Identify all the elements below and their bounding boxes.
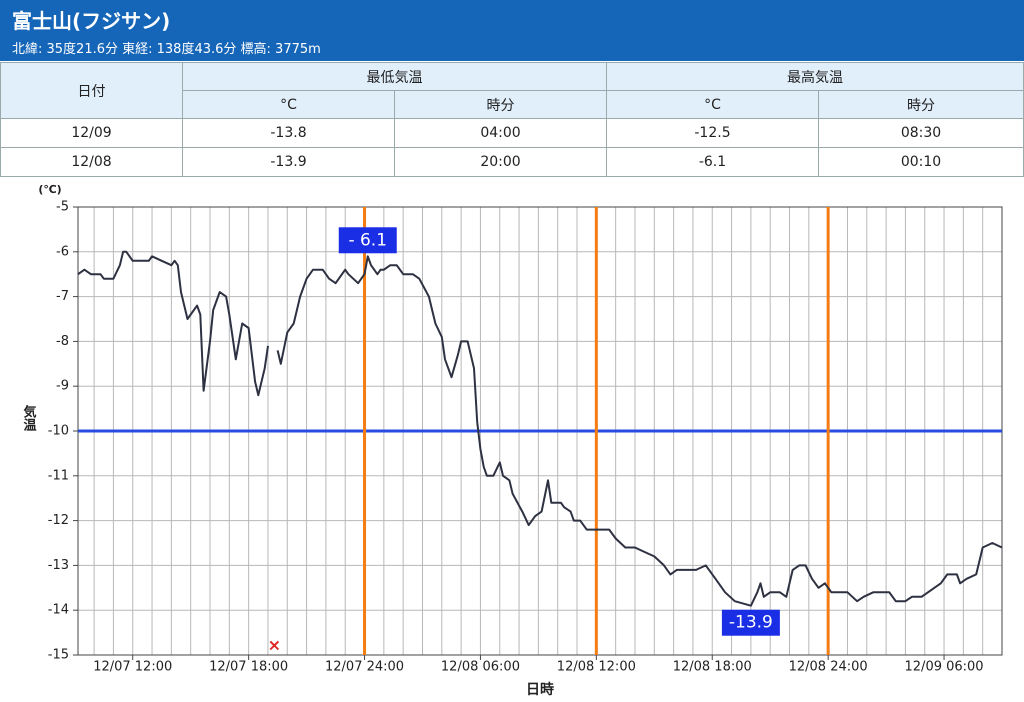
y-tick-label: -14 <box>48 603 69 618</box>
header-cell: 最高気温 <box>606 62 1024 91</box>
x-tick-label: 12/07 12:00 <box>93 660 172 675</box>
table-cell: 12/08 <box>0 147 183 177</box>
table-cell: 04:00 <box>394 118 607 148</box>
table-cell: -12.5 <box>606 118 819 148</box>
table-row: 12/08 -13.9 20:00 -6.1 00:10 <box>0 147 1024 177</box>
header-cell: 時分 <box>394 90 607 119</box>
table-cell: 00:10 <box>818 147 1024 177</box>
y-tick-label: -6 <box>56 244 69 259</box>
x-tick-label: 12/08 12:00 <box>557 660 636 675</box>
table-cell: -6.1 <box>606 147 819 177</box>
y-tick-label: -7 <box>56 289 69 304</box>
table-cell: 12/09 <box>0 118 183 148</box>
annotation-box <box>721 609 780 636</box>
x-tick-label: 12/09 06:00 <box>905 660 984 675</box>
header-cell: 時分 <box>818 90 1024 119</box>
y-tick-label: -5 <box>56 200 69 215</box>
y-tick-label: -11 <box>48 468 69 483</box>
y-tick-label: -8 <box>56 334 69 349</box>
y-tick-label: -15 <box>48 648 69 663</box>
table-row: 12/09 -13.8 04:00 -12.5 08:30 <box>0 118 1024 148</box>
x-tick-label: 12/08 06:00 <box>441 660 520 675</box>
x-axis-label: 日時 <box>526 681 554 698</box>
x-tick-label: 12/08 18:00 <box>673 660 752 675</box>
y-unit: (℃) <box>38 183 61 196</box>
header-cell: °C <box>182 90 395 119</box>
annotation: - 6.1 <box>348 230 387 250</box>
y-tick-label: -9 <box>56 379 69 394</box>
header: 富士山(フジサン) 北緯: 35度21.6分 東経: 138度43.6分 標高:… <box>0 0 1024 61</box>
annotation-box <box>338 227 397 254</box>
x-tick-label: 12/08 24:00 <box>789 660 868 675</box>
table-cell: -13.8 <box>182 118 395 148</box>
y-tick-label: -10 <box>48 424 69 439</box>
missing-marker: × <box>268 636 281 655</box>
y-tick-label: -13 <box>48 558 69 573</box>
annotation: -13.9 <box>729 613 773 633</box>
header-cell: 日付 <box>0 62 183 119</box>
table-cell: 20:00 <box>394 147 607 177</box>
x-tick-label: 12/07 18:00 <box>209 660 288 675</box>
subtitle: 北緯: 35度21.6分 東経: 138度43.6分 標高: 3775m <box>12 42 321 57</box>
title: 富士山(フジサン) <box>12 9 171 33</box>
table-cell: 08:30 <box>818 118 1024 148</box>
summary-table: 日付 最低気温 最高気温 °C 時分 °C 時分 12/09 -13.8 04:00… <box>0 62 1024 177</box>
y-tick-label: -12 <box>48 513 69 528</box>
header-cell: °C <box>606 90 819 119</box>
header-cell: 最低気温 <box>182 62 607 91</box>
table-cell: -13.9 <box>182 147 395 177</box>
temperature-line <box>77 250 1003 607</box>
x-tick-label: 12/07 24:00 <box>325 660 404 675</box>
chart: -5 -6 -7 -8 -9 -10 -11 -12 -13 -14 -15 12/07 12:00 1… <box>21 183 1003 698</box>
y-axis-label: 気温 <box>21 404 37 432</box>
